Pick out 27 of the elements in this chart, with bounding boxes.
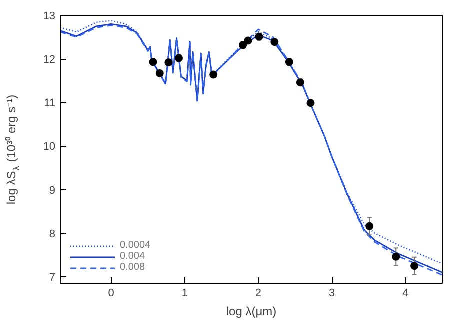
y-tick-label: 13: [43, 10, 56, 22]
y-tick-label: 7: [49, 272, 56, 284]
x-tick-label: 2: [255, 288, 262, 300]
point: [392, 252, 400, 261]
y-tick-label: 10: [43, 141, 56, 154]
point: [410, 262, 419, 270]
x-tick-label: 1: [182, 288, 188, 300]
x-tick-label: 4: [402, 288, 409, 300]
point: [164, 58, 173, 67]
point: [306, 99, 315, 108]
y-tick-label: 11: [44, 98, 56, 110]
point: [156, 69, 164, 78]
y-axis-title: log λSλ (10³⁰ erg s⁻¹): [4, 94, 22, 205]
point: [270, 38, 279, 46]
point: [244, 36, 252, 45]
point: [149, 58, 158, 66]
legend-label: 0.008: [120, 262, 146, 273]
x-axis-title: log λ(μm): [226, 304, 277, 318]
point: [366, 222, 374, 230]
x-tick-label: 3: [329, 288, 336, 300]
point: [210, 70, 218, 79]
y-tick-label: 8: [49, 228, 56, 240]
y-tick-label: 9: [49, 184, 56, 197]
y-tick-label: 12: [43, 54, 56, 66]
legend-label: 0.004: [120, 251, 146, 262]
legend-label: 0.0004: [120, 240, 151, 251]
x-tick-label: 0: [108, 288, 114, 300]
